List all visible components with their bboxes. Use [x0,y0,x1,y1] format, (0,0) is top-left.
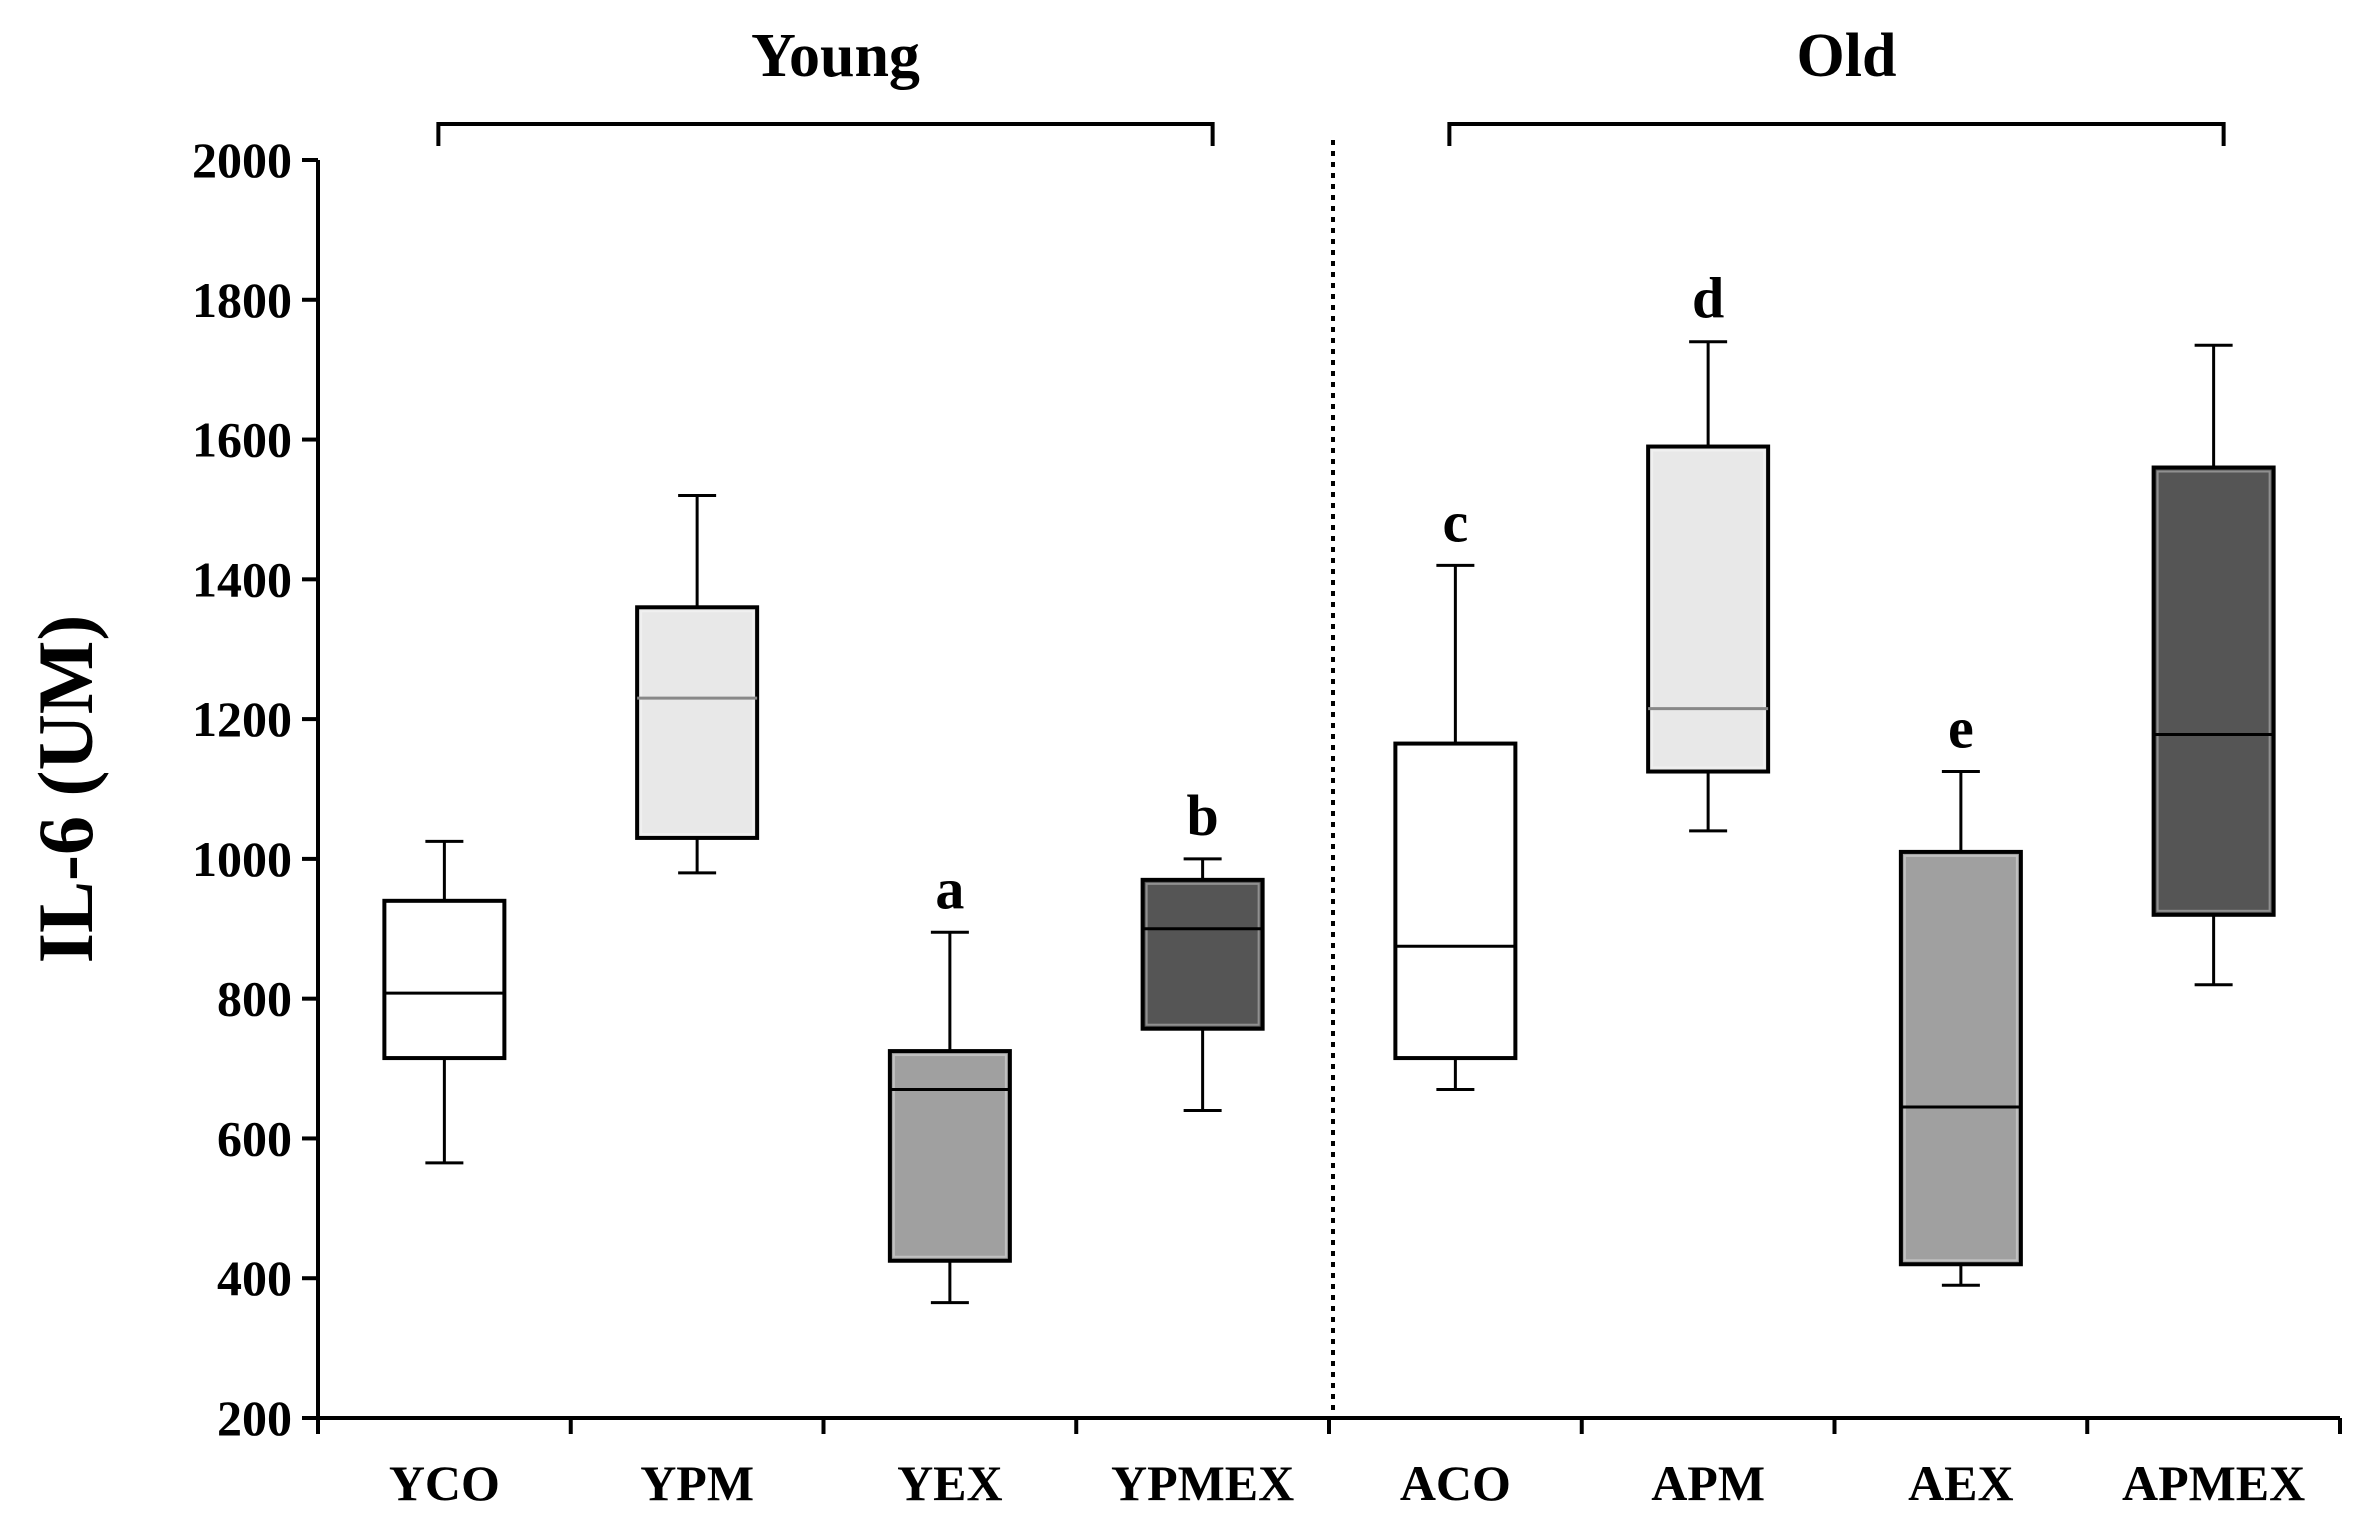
y-tick-label-2000: 2000 [192,132,292,188]
x-label-apmex: APMEX [2122,1455,2305,1511]
y-tick-label-1000: 1000 [192,831,292,887]
group-label-old: Old [1797,22,1897,90]
annotation-yex: a [935,856,964,921]
box-inner-aex [1903,854,2018,1262]
x-label-yex: YEX [897,1455,1003,1511]
group-bracket-old [1447,122,2226,146]
box-ypm [635,605,760,840]
group-label-young: Young [751,22,920,90]
y-tick-label-1200: 1200 [192,691,292,747]
y-tick-label-1600: 1600 [192,412,292,468]
box-yco [382,898,507,1061]
box-inner-apmex [2156,470,2271,912]
y-tick-label-200: 200 [217,1390,292,1446]
group-bracket-young [436,122,1215,146]
box-yex [887,1049,1012,1263]
box-inner-ypm [640,610,755,835]
x-label-ypmex: YPMEX [1111,1455,1294,1511]
y-tick-label-800: 800 [217,971,292,1027]
box-aco [1393,741,1518,1061]
y-tick-label-400: 400 [217,1250,292,1306]
x-label-apm: APM [1651,1455,1765,1511]
box-inner-aco [1398,746,1513,1056]
annotation-ypmex: b [1186,783,1218,848]
x-label-aco: ACO [1400,1455,1511,1511]
annotation-aco: c [1443,489,1469,554]
box-inner-apm [1651,449,1766,769]
y-tick-label-1400: 1400 [192,551,292,607]
annotation-apm: d [1692,266,1724,331]
box-inner-ypmex [1145,882,1260,1026]
y-tick-label-600: 600 [217,1110,292,1166]
annotation-aex: e [1948,696,1974,761]
box-apmex [2151,465,2276,917]
box-apm [1646,444,1771,774]
x-label-yco: YCO [389,1455,500,1511]
x-label-aex: AEX [1908,1455,2014,1511]
box-inner-yex [892,1054,1007,1258]
x-label-ypm: YPM [640,1455,754,1511]
box-aex [1898,849,2023,1267]
box-ypmex [1140,877,1265,1031]
y-axis-label: IL-6 (UM) [22,615,109,964]
box-inner-yco [387,903,502,1056]
y-tick-label-1800: 1800 [192,272,292,328]
